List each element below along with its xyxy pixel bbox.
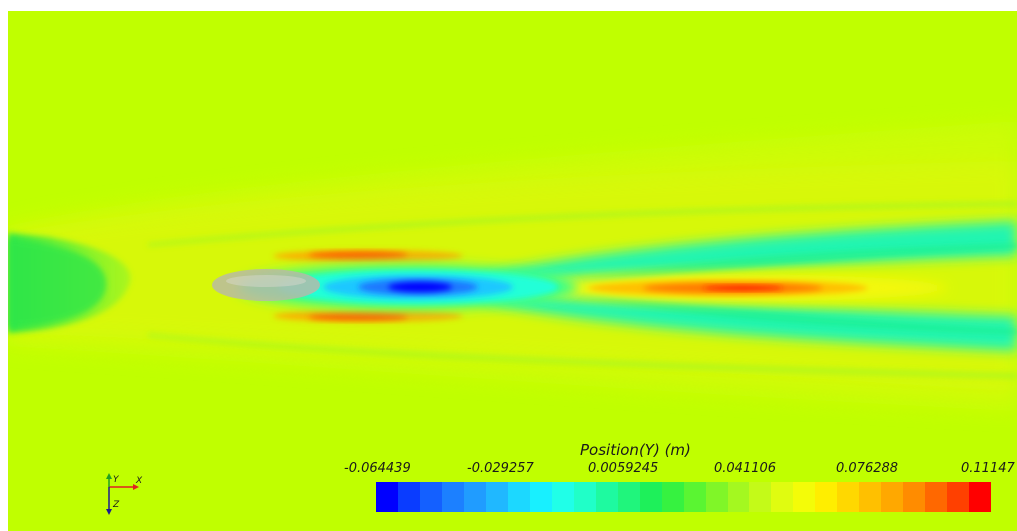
legend-tick-label: 0.076288 (836, 461, 899, 476)
axis-label-x: X (135, 476, 143, 486)
colorbar-swatch (661, 482, 684, 512)
colorbar-swatch (529, 482, 552, 512)
downstream-streak-core (703, 285, 783, 291)
contour-field-view[interactable] (8, 11, 1017, 531)
wake-minimum (388, 282, 452, 292)
colorbar-swatch (903, 482, 926, 512)
colorbar-swatch (595, 482, 618, 512)
upper-high-core (308, 251, 408, 259)
upper-wake-arm (478, 221, 1017, 283)
colorbar-swatch (376, 482, 398, 512)
colorbar-swatch (507, 482, 530, 512)
colorbar-swatch (419, 482, 442, 512)
colorbar-swatch (573, 482, 596, 512)
colorbar-swatch (771, 482, 794, 512)
orientation-axes-triad: Y X Z (106, 473, 143, 515)
inlet-core (8, 239, 107, 327)
legend-tick-label: 0.041106 (714, 461, 777, 476)
colorbar-swatch (881, 482, 904, 512)
colorbar-swatch (969, 482, 991, 512)
colorbar-swatch (463, 482, 486, 512)
axis-label-y: Y (113, 475, 120, 485)
lower-wake-core (568, 293, 1017, 335)
color-scale-bar (376, 482, 991, 512)
body-highlight (226, 275, 306, 287)
colorbar-swatch (441, 482, 464, 512)
colorbar-swatch (793, 482, 816, 512)
colorbar-swatch (815, 482, 838, 512)
colorbar-swatch (617, 482, 640, 512)
legend-tick-label: -0.029257 (467, 461, 534, 476)
colorbar-swatch (925, 482, 948, 512)
colorbar-swatch (397, 482, 420, 512)
colorbar-swatch (859, 482, 882, 512)
colorbar-swatch (551, 482, 574, 512)
colorbar-swatch (705, 482, 728, 512)
legend-tick-label: 0.11147 (961, 461, 1015, 476)
legend-tick-label: -0.064439 (344, 461, 411, 476)
lower-high-core (308, 313, 408, 321)
axis-label-z: Z (112, 500, 120, 510)
lower-streak (148, 333, 1017, 379)
colorbar-swatch (947, 482, 970, 512)
colorbar-swatch (485, 482, 508, 512)
contour-plot (8, 11, 1017, 531)
colorbar-swatch (683, 482, 706, 512)
lower-wake-arm (478, 293, 1017, 351)
upper-streak (148, 201, 1017, 247)
colorbar-swatch (837, 482, 860, 512)
colorbar-swatch (749, 482, 772, 512)
upper-wake-core (568, 243, 1017, 284)
colorbar-swatch (639, 482, 662, 512)
legend-title: Position(Y) (m) (580, 441, 691, 459)
legend-tick-label: 0.0059245 (588, 461, 659, 476)
colorbar-swatch (727, 482, 750, 512)
